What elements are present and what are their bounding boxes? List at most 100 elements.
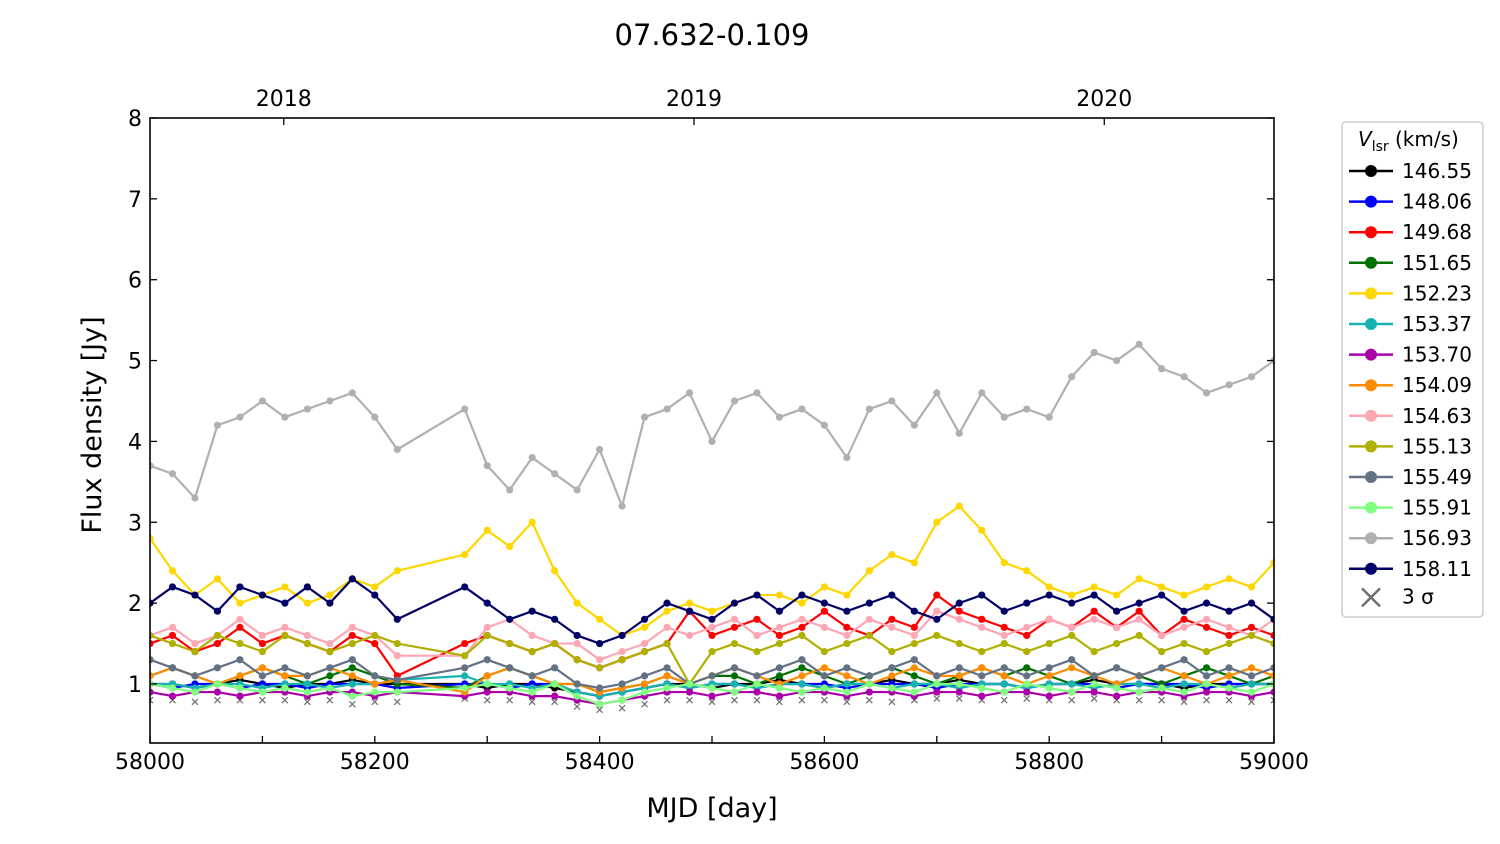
data-point xyxy=(1180,623,1188,631)
data-point xyxy=(910,607,918,615)
data-point xyxy=(820,684,829,692)
data-point xyxy=(1068,623,1076,631)
data-point xyxy=(303,631,311,640)
data-point xyxy=(596,639,604,648)
legend-item: 154.63 xyxy=(1349,404,1472,428)
data-point xyxy=(281,672,289,680)
x-tick-label: 58000 xyxy=(115,750,185,775)
data-point xyxy=(168,692,177,700)
data-point xyxy=(371,583,379,591)
data-point xyxy=(685,680,694,688)
legend-item: 151.65 xyxy=(1349,251,1472,275)
data-point xyxy=(258,397,266,405)
data-point xyxy=(281,583,289,591)
data-point xyxy=(888,664,896,672)
data-point xyxy=(1270,639,1274,648)
data-point xyxy=(1202,672,1211,680)
legend-item: 146.55 xyxy=(1349,159,1472,183)
data-point xyxy=(798,672,806,680)
data-point xyxy=(303,688,311,696)
chart-title: 07.632-0.109 xyxy=(615,18,810,52)
data-point xyxy=(843,591,851,599)
sigma3-marker xyxy=(214,696,221,704)
data-point xyxy=(551,639,559,648)
legend: Vlsr (km/s) 146.55 148.06 149.68 151.65 152.… xyxy=(1341,121,1484,618)
x-tick-label: 58200 xyxy=(340,750,410,775)
data-point xyxy=(1045,591,1053,599)
data-point xyxy=(573,631,581,640)
data-point xyxy=(528,672,536,680)
legend-item: 158.11 xyxy=(1349,557,1472,581)
data-point xyxy=(573,486,581,494)
sigma3-marker xyxy=(1225,696,1233,704)
data-point xyxy=(865,672,873,680)
legend-marker xyxy=(1365,226,1377,239)
data-point xyxy=(213,680,222,688)
data-point xyxy=(150,688,154,696)
data-point xyxy=(775,413,784,421)
data-point xyxy=(1202,648,1211,656)
data-point xyxy=(168,639,177,648)
data-point xyxy=(303,639,311,648)
data-point xyxy=(281,664,289,672)
data-point xyxy=(1247,583,1256,591)
data-point xyxy=(1090,583,1098,591)
legend-label: 151.65 xyxy=(1402,251,1472,275)
data-point xyxy=(730,664,739,672)
data-point xyxy=(1068,688,1076,696)
data-point xyxy=(281,684,289,692)
data-point xyxy=(888,672,896,680)
sigma3-marker xyxy=(1090,695,1098,702)
data-point xyxy=(1270,559,1274,567)
data-point xyxy=(798,688,806,696)
data-point xyxy=(1158,631,1166,640)
sigma3-marker xyxy=(303,698,311,706)
legend-label: 155.91 xyxy=(1402,496,1472,520)
data-point xyxy=(1045,639,1053,648)
data-point xyxy=(1135,607,1143,615)
y-tick-label: 8 xyxy=(128,107,142,132)
data-point xyxy=(258,672,266,680)
data-point xyxy=(865,631,873,640)
data-point xyxy=(978,684,986,692)
data-point xyxy=(1247,631,1256,640)
data-point xyxy=(506,664,514,672)
data-point xyxy=(506,615,514,623)
data-point xyxy=(865,567,873,575)
data-point xyxy=(753,680,761,688)
data-point xyxy=(798,591,806,599)
data-point xyxy=(461,652,469,660)
data-point xyxy=(933,688,941,696)
data-point xyxy=(573,692,581,700)
data-point xyxy=(303,405,311,413)
data-point xyxy=(348,575,356,583)
sigma3-marker xyxy=(776,698,783,706)
data-point xyxy=(258,631,266,640)
sigma3-marker xyxy=(1270,696,1274,704)
data-point xyxy=(910,639,918,648)
sigma3-marker xyxy=(820,696,828,704)
data-point xyxy=(933,389,941,397)
series-155.13 xyxy=(150,631,1274,688)
data-point xyxy=(1045,583,1053,591)
data-point xyxy=(371,413,379,421)
data-point xyxy=(1135,631,1143,640)
data-point xyxy=(775,684,784,692)
sigma3-marker xyxy=(1023,695,1031,702)
sigma3-marker xyxy=(1203,696,1210,704)
legend-marker xyxy=(1365,532,1377,545)
legend-marker xyxy=(1365,501,1377,514)
data-point xyxy=(483,688,491,696)
data-point xyxy=(775,591,784,599)
data-point xyxy=(663,623,671,631)
data-point xyxy=(798,405,806,413)
data-point xyxy=(775,672,784,680)
data-point xyxy=(910,672,918,680)
data-point xyxy=(326,672,334,680)
data-point xyxy=(461,672,469,680)
data-point xyxy=(1113,639,1121,648)
data-point xyxy=(865,615,873,623)
data-point xyxy=(461,551,469,559)
data-point xyxy=(506,639,514,648)
